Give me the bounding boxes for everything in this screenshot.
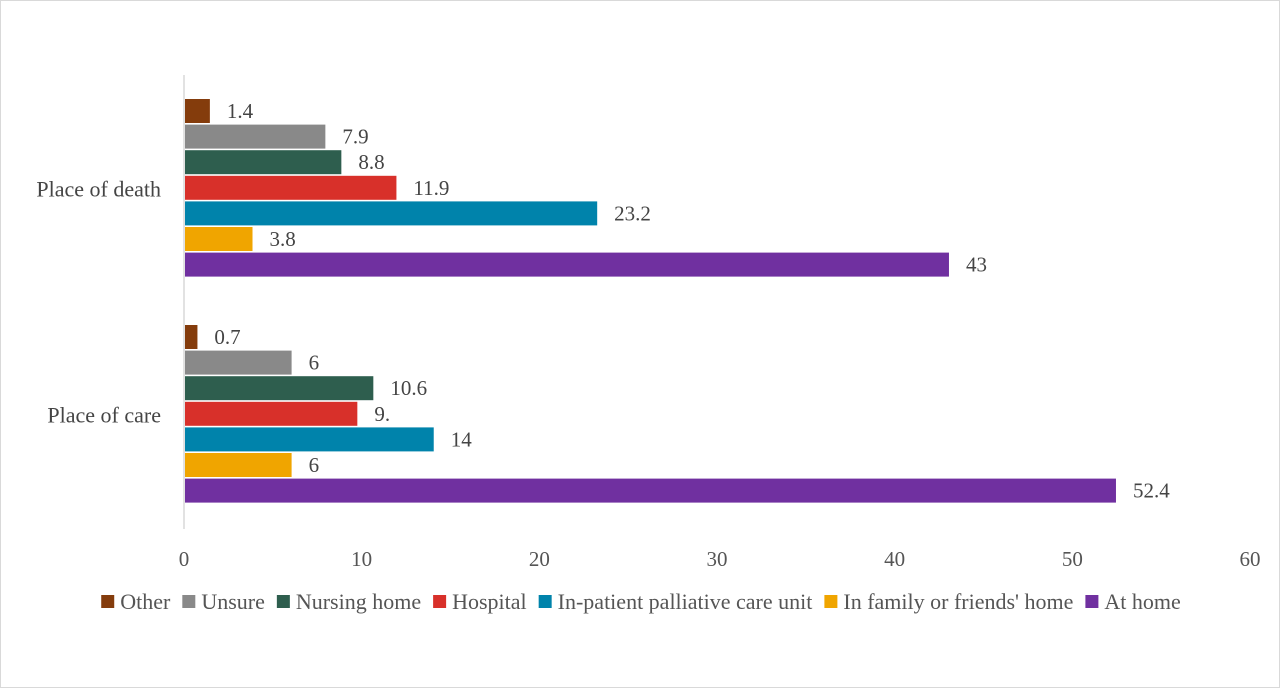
data-label: 52.4	[1133, 479, 1170, 503]
data-label: 7.9	[342, 125, 368, 149]
x-tick-label: 40	[884, 547, 905, 571]
bar	[185, 376, 374, 401]
category-label: Place of death	[36, 177, 161, 202]
legend-label: Nursing home	[296, 589, 421, 614]
bar	[185, 175, 397, 200]
legend-label: Unsure	[201, 589, 265, 614]
data-label: 10.6	[390, 376, 427, 400]
legend-swatch	[182, 595, 196, 608]
data-label: 9.	[374, 402, 390, 426]
legend-swatch	[101, 595, 115, 608]
data-label: 11.9	[413, 176, 449, 200]
x-tick-label: 10	[351, 547, 372, 571]
data-label: 23.2	[614, 201, 651, 225]
legend-label: In-patient palliative care unit	[558, 589, 813, 614]
bar	[185, 201, 598, 226]
bar	[185, 325, 198, 349]
legend-swatch	[538, 595, 552, 608]
bar	[185, 252, 949, 277]
data-label: 43	[966, 253, 987, 277]
bar	[185, 99, 210, 123]
x-tick-label: 20	[529, 547, 550, 571]
legend-swatch	[824, 595, 838, 608]
legend-label: In family or friends' home	[843, 589, 1073, 614]
bar	[185, 124, 326, 149]
bar	[185, 427, 434, 452]
bar	[185, 150, 342, 175]
data-label: 6	[309, 453, 320, 477]
data-label: 0.7	[214, 325, 240, 349]
legend-label: Other	[120, 589, 171, 614]
data-label: 1.4	[227, 99, 254, 123]
data-label: 8.8	[358, 150, 384, 174]
x-tick-label: 0	[179, 547, 190, 571]
x-tick-label: 30	[707, 547, 728, 571]
legend-swatch	[1085, 595, 1099, 608]
legend-swatch	[276, 595, 290, 608]
data-label: 14	[451, 427, 473, 451]
legend-label: At home	[1104, 589, 1180, 614]
bar	[185, 453, 292, 477]
category-label: Place of care	[47, 403, 161, 428]
legend-swatch	[433, 595, 447, 608]
legend-label: Hospital	[452, 589, 527, 614]
data-label: 3.8	[270, 227, 296, 251]
bar	[185, 350, 292, 375]
x-tick-label: 50	[1062, 547, 1083, 571]
data-label: 6	[309, 351, 320, 375]
bar	[185, 401, 358, 426]
bar	[185, 478, 1116, 503]
bar	[185, 227, 253, 251]
x-tick-label: 60	[1240, 547, 1261, 571]
